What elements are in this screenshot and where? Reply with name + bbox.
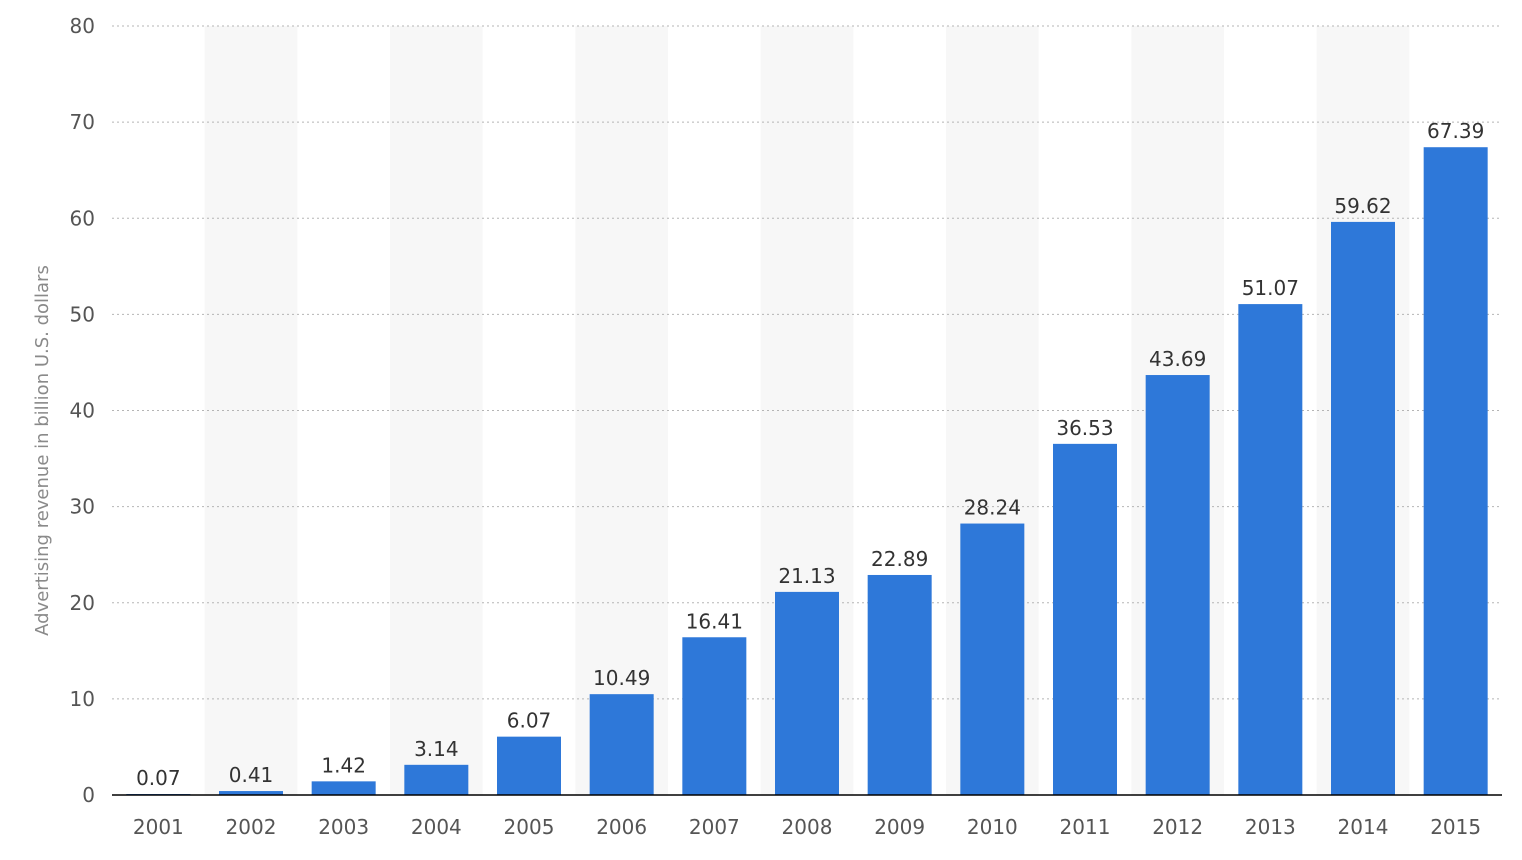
data-label: 28.24 (964, 496, 1021, 520)
bar-2002[interactable] (219, 791, 283, 795)
bar-2004[interactable] (404, 764, 469, 795)
data-label: 36.53 (1056, 416, 1113, 440)
column-shade (204, 26, 298, 795)
y-axis-title: Advertising revenue in billion U.S. doll… (32, 265, 53, 636)
bar-2012[interactable] (1145, 375, 1210, 795)
y-tick-label: 40 (70, 399, 95, 423)
x-tick-label: 2007 (689, 815, 740, 839)
data-label: 0.41 (229, 763, 274, 787)
y-tick-label: 10 (70, 687, 95, 711)
x-tick-label: 2004 (411, 815, 462, 839)
bar-2008[interactable] (775, 591, 839, 795)
bar-2003[interactable] (311, 781, 376, 795)
data-label: 59.62 (1334, 194, 1391, 218)
x-tick-label: 2006 (596, 815, 647, 839)
data-label: 6.07 (507, 709, 552, 733)
bar-2015[interactable] (1423, 147, 1488, 795)
x-tick-label: 2008 (782, 815, 833, 839)
x-tick-label: 2003 (318, 815, 369, 839)
x-tick-label: 2002 (226, 815, 277, 839)
bar-2006[interactable] (589, 694, 654, 795)
x-tick-label: 2013 (1245, 815, 1296, 839)
bar-2010[interactable] (960, 523, 1025, 795)
data-label: 67.39 (1427, 119, 1484, 143)
y-tick-label: 80 (70, 14, 95, 38)
y-tick-label: 0 (82, 783, 95, 807)
bar-2009[interactable] (867, 574, 932, 795)
bar-2007[interactable] (682, 637, 747, 795)
y-tick-label: 60 (70, 206, 95, 230)
data-label: 16.41 (686, 609, 743, 633)
x-tick-label: 2010 (967, 815, 1018, 839)
bars (126, 147, 1488, 795)
y-tick-label: 20 (70, 591, 95, 615)
y-tick-label: 50 (70, 302, 95, 326)
data-label: 10.49 (593, 666, 650, 690)
y-tick-label: 30 (70, 495, 95, 519)
data-label: 43.69 (1149, 347, 1206, 371)
data-label: 0.07 (136, 766, 181, 790)
x-tick-label: 2009 (874, 815, 925, 839)
data-label: 22.89 (871, 547, 928, 571)
x-tick-label: 2015 (1430, 815, 1481, 839)
bar-2011[interactable] (1053, 443, 1117, 795)
x-tick-label: 2014 (1338, 815, 1389, 839)
data-label: 51.07 (1242, 276, 1299, 300)
bar-2005[interactable] (497, 736, 561, 795)
data-label: 21.13 (778, 564, 835, 588)
x-tick-label: 2005 (504, 815, 555, 839)
data-label: 1.42 (321, 753, 366, 777)
x-tick-label: 2011 (1060, 815, 1111, 839)
data-label: 3.14 (414, 737, 459, 761)
bar-2014[interactable] (1331, 221, 1395, 795)
y-axis-ticks: 0 10 20 30 40 50 60 70 80 (70, 14, 95, 807)
y-tick-label: 70 (70, 110, 95, 134)
data-labels: 0.07 0.41 1.42 3.14 6.07 10.49 16.41 21.13 22.89… (136, 119, 1484, 790)
x-tick-label: 2001 (133, 815, 184, 839)
bar-2013[interactable] (1238, 304, 1303, 795)
x-axis-ticks: 2001 2002 2003 2004 2005 2006 2007 2008 2009 2010… (133, 815, 1481, 839)
x-tick-label: 2012 (1152, 815, 1203, 839)
